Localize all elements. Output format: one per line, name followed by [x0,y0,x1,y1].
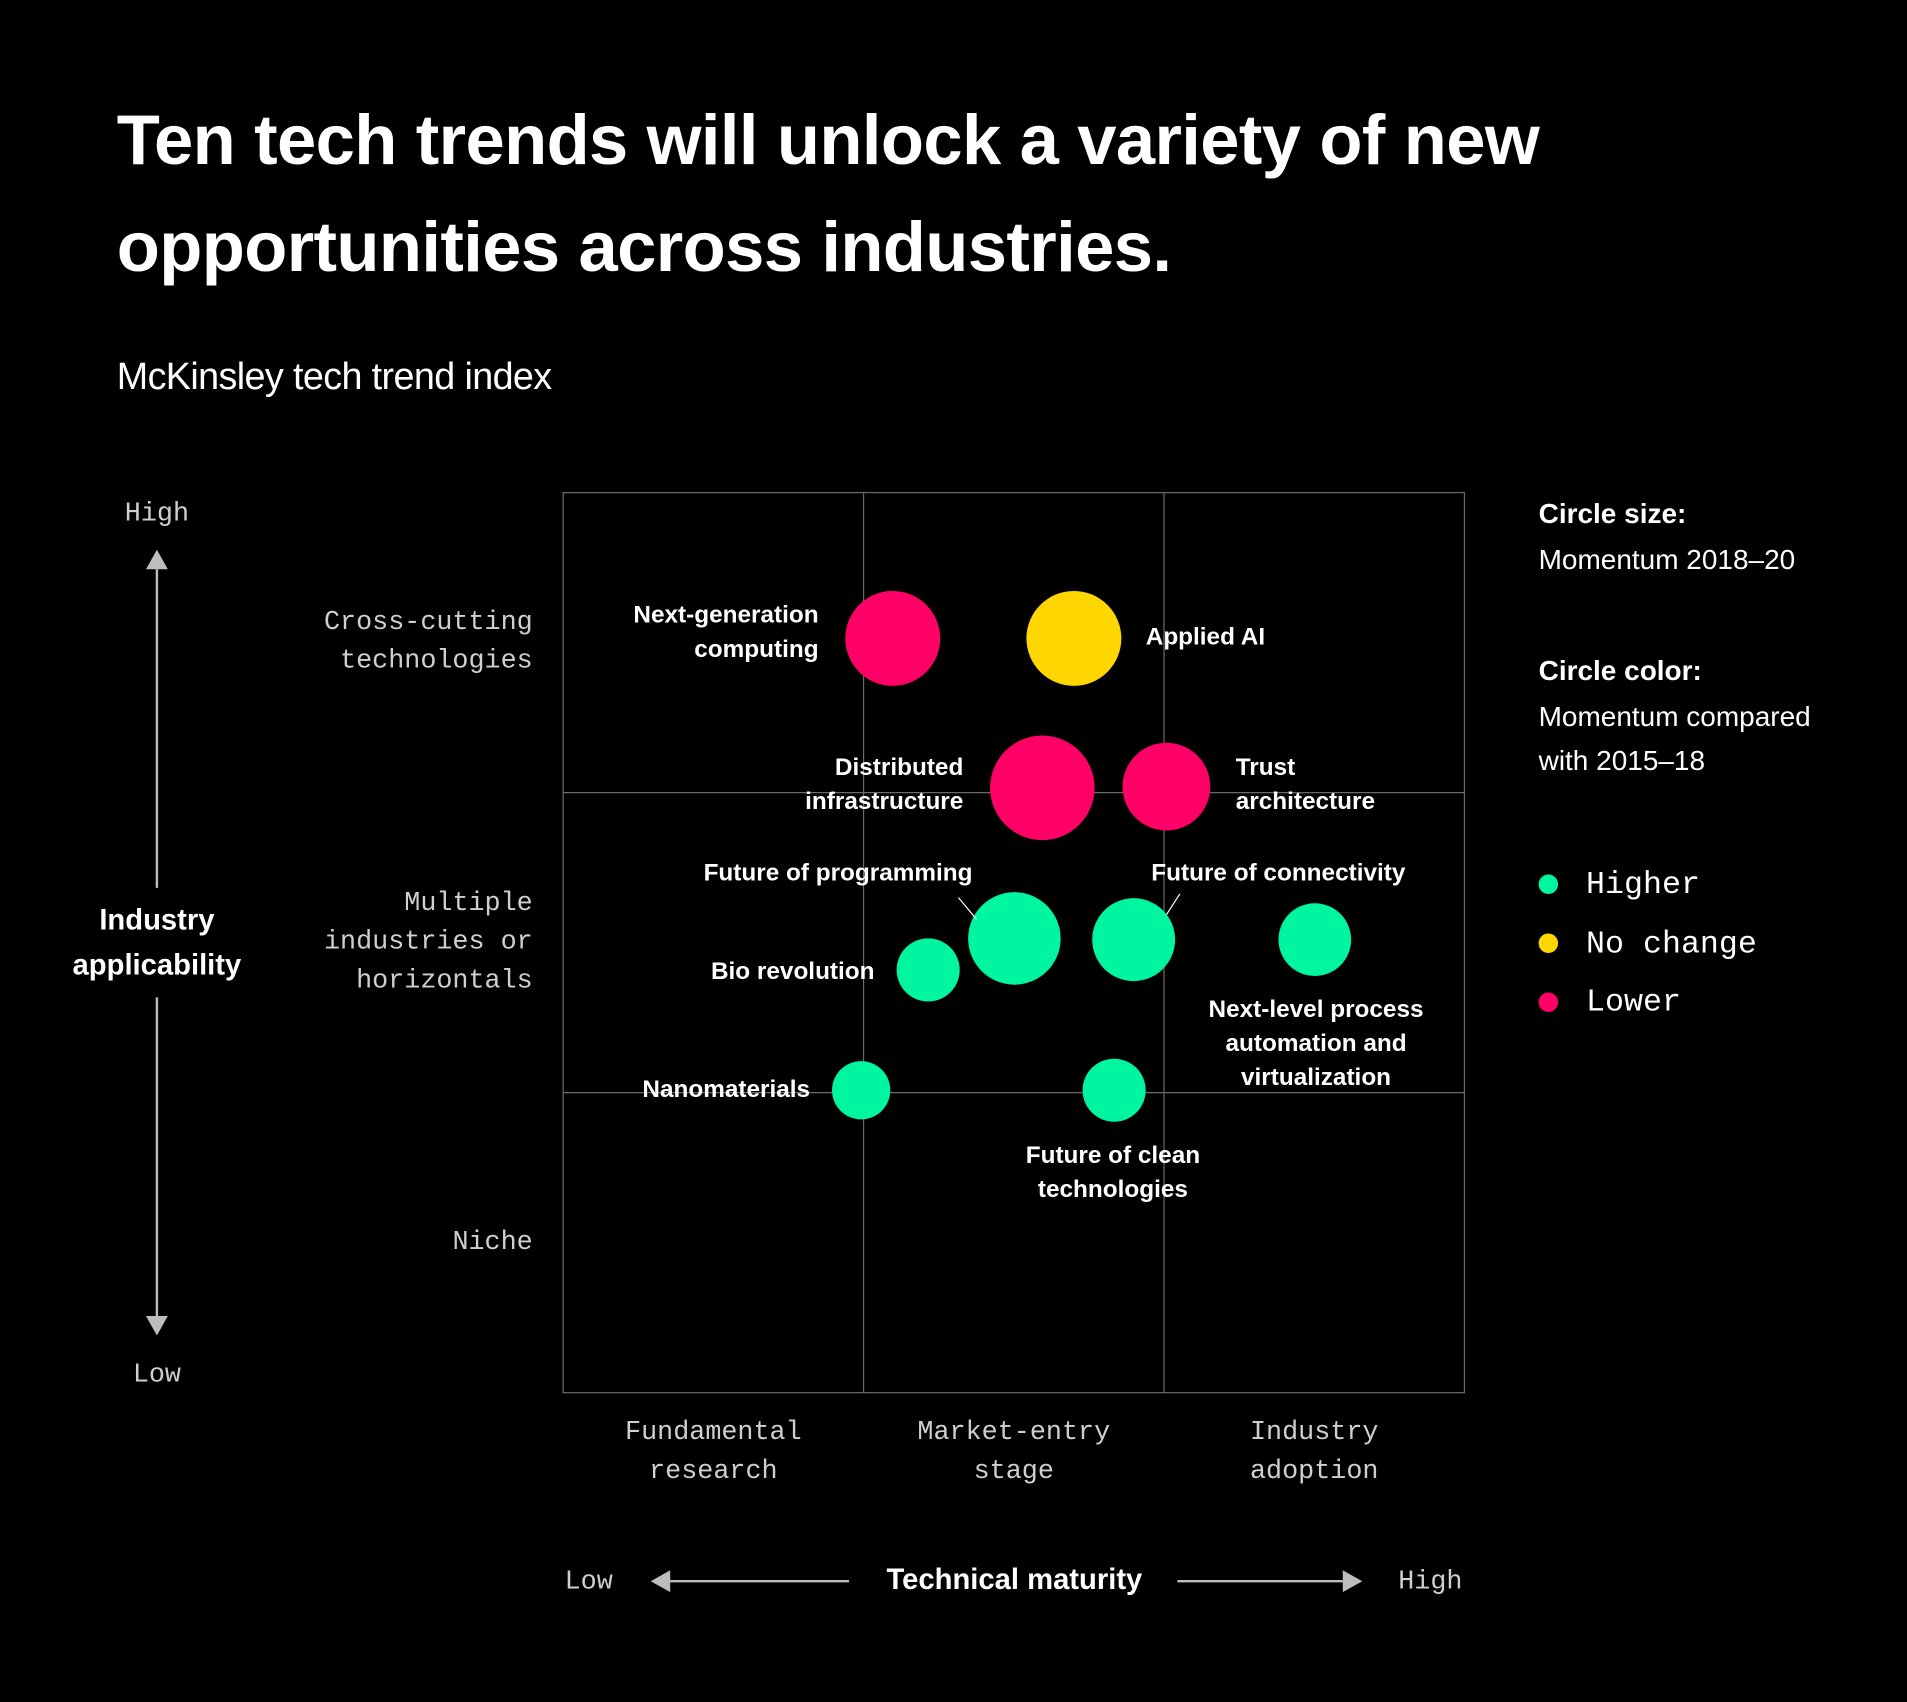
bubble-label: Nanomaterials [642,1076,811,1104]
x-tick-label: Industry adoption [1249,1416,1379,1487]
bubble [968,892,1061,985]
bubble [1082,1058,1146,1122]
x-axis-title: Technical maturity [886,1563,1143,1597]
bubble-label: Applied AI [1145,623,1266,651]
bubble-label: Distributed infrastructure [805,754,964,815]
size-legend-text: Momentum 2018–20 [1538,543,1796,576]
bubble [1092,898,1176,982]
leader-line [957,897,978,920]
bubble [1122,742,1211,831]
y-tick-label: Multiple industries or horizontals [323,887,533,997]
bubble [896,938,960,1002]
y-axis-title: Industry applicability [72,903,242,982]
legend-swatch [1538,933,1559,953]
legend-label: Lower [1586,983,1681,1021]
bubble [1026,590,1122,686]
x-tick-label: Market-entry stage [917,1416,1111,1487]
bubble-label: Future of programming [703,859,973,887]
legend-label: No change [1586,924,1757,962]
y-tick-label: Niche [452,1226,533,1258]
bubble-label: Next-level process automation and virtua… [1208,996,1424,1092]
legend-swatch [1538,992,1559,1012]
x-tick-label: Fundamental research [625,1416,802,1487]
leader-line [1165,893,1181,915]
bubble-label: Trust architecture [1235,754,1376,815]
x-low-label: Low [564,1566,613,1598]
axis-arrow-head [1342,1570,1363,1593]
size-legend-title: Circle size: [1538,497,1687,530]
color-legend-title: Circle color: [1538,654,1702,686]
y-tick-label: Cross-cutting technologies [323,607,533,677]
axis-arrow-head [145,549,168,570]
x-high-label: High [1398,1566,1463,1598]
y-high-label: High [124,498,190,530]
axis-arrow-head [650,1570,671,1593]
bubble [845,590,941,686]
bubble [1278,903,1352,976]
axis-arrow-head [145,1316,168,1336]
bubble-label: Future of clean technologies [1025,1142,1201,1203]
bubble-label: Next-generation computing [633,602,819,663]
legend-swatch [1538,874,1559,894]
y-low-label: Low [132,1359,181,1391]
bubble [832,1061,891,1120]
chart-title: Ten tech trends will unlock a variety of… [116,100,1540,288]
color-legend-text: Momentum compared with 2015–18 [1538,700,1811,776]
bubble-label: Future of connectivity [1151,859,1406,887]
bubble-label: Bio revolution [710,958,875,986]
chart-subtitle: McKinsley tech trend index [116,355,552,398]
bubble [990,735,1095,841]
legend-label: Higher [1586,866,1700,903]
plot-frame [562,491,1466,1394]
